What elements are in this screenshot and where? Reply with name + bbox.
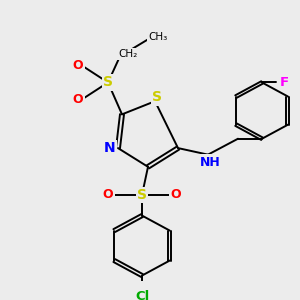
- Text: S: S: [152, 91, 162, 104]
- Text: N: N: [104, 141, 116, 155]
- Text: O: O: [171, 188, 181, 202]
- Text: Cl: Cl: [135, 290, 149, 300]
- Text: CH₃: CH₃: [148, 32, 168, 43]
- Text: S: S: [137, 188, 147, 202]
- Text: F: F: [279, 76, 289, 89]
- Text: CH₂: CH₂: [118, 50, 138, 59]
- Text: NH: NH: [200, 156, 220, 169]
- Text: O: O: [73, 59, 83, 72]
- Text: O: O: [103, 188, 113, 202]
- Text: O: O: [73, 93, 83, 106]
- Text: S: S: [103, 76, 113, 89]
